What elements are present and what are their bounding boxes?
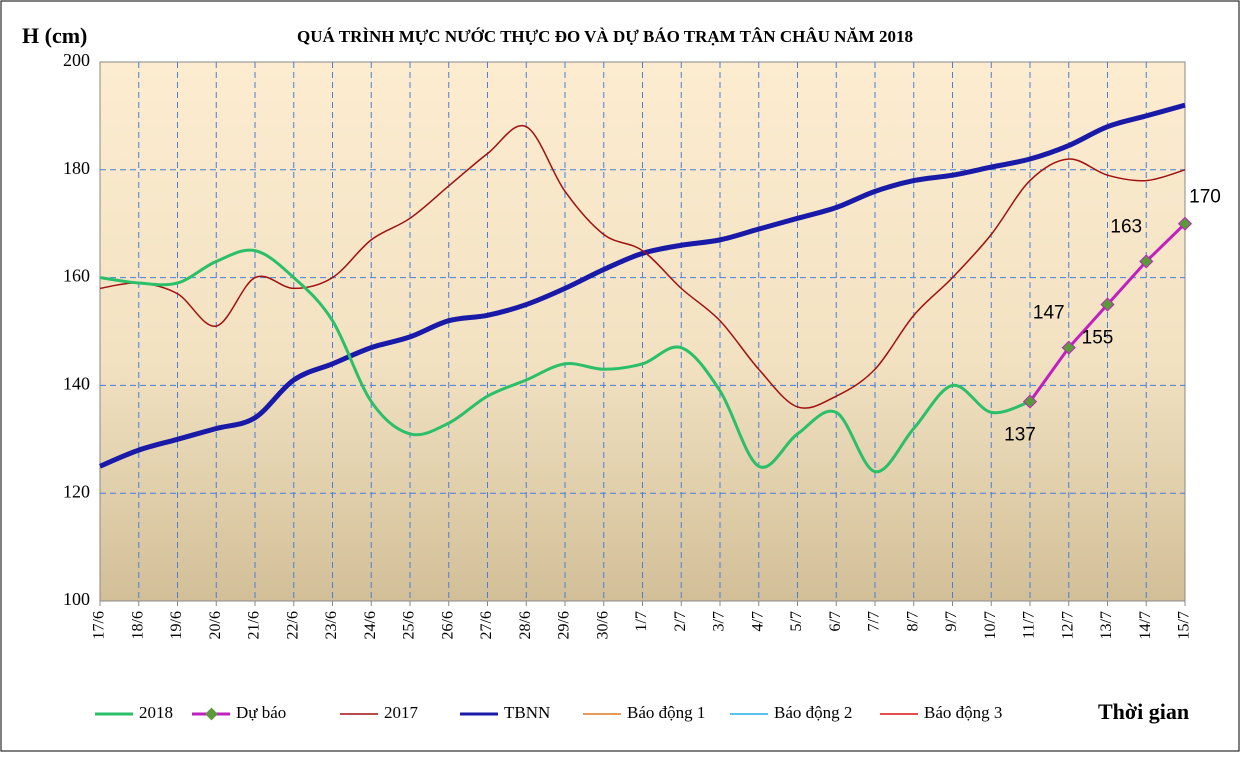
x-tick-label: 13/7 (1098, 611, 1115, 639)
x-tick-label: 2/7 (672, 611, 689, 631)
marker (1177, 216, 1193, 231)
x-tick-label: 30/6 (594, 611, 611, 639)
legend-label: Báo động 2 (774, 703, 852, 722)
marker (1022, 394, 1038, 409)
marker (1100, 297, 1115, 312)
marker (1061, 340, 1076, 355)
x-tick-label: 20/6 (207, 611, 224, 639)
data-label: 163 (1110, 216, 1142, 237)
x-tick-label: 27/6 (478, 611, 495, 639)
x-tick-label: 18/6 (129, 611, 146, 639)
series-line (99, 102, 1186, 469)
legend-label: Báo động 1 (627, 703, 705, 722)
y-tick-label: 120 (63, 481, 90, 501)
data-label: 137 (1004, 425, 1036, 446)
y-tick-label: 200 (63, 50, 90, 70)
x-tick-label: 24/6 (362, 611, 379, 639)
x-tick-label: 28/6 (517, 611, 534, 639)
marker (1139, 254, 1154, 269)
x-tick-label: 22/6 (284, 611, 301, 639)
x-tick-label: 5/7 (788, 611, 805, 631)
data-label: 155 (1082, 328, 1114, 349)
plot-area (99, 61, 1186, 602)
x-tick-label: 7/7 (866, 611, 883, 631)
legend-label: Dự báo (236, 703, 286, 722)
x-tick-label: 1/7 (633, 611, 650, 631)
chart-title: QUÁ TRÌNH MỰC NƯỚC THỰC ĐO VÀ DỰ BÁO TRẠ… (297, 27, 913, 46)
y-axis-label: H (cm) (22, 23, 87, 48)
x-tick-label: 17/6 (91, 611, 108, 639)
x-tick-label: 8/7 (904, 611, 921, 631)
x-tick-label: 29/6 (556, 611, 573, 639)
y-tick-label: 180 (63, 158, 90, 178)
x-axis-label: Thời gian (1098, 699, 1189, 724)
x-tick-label: 4/7 (749, 611, 766, 631)
x-tick-label: 21/6 (246, 611, 263, 639)
x-tick-label: 14/7 (1137, 611, 1154, 639)
legend-label: 2018 (139, 703, 173, 722)
x-tick-label: 10/7 (982, 611, 999, 639)
data-label: 147 (1033, 303, 1065, 324)
x-tick-label: 12/7 (1059, 611, 1076, 639)
x-tick-label: 11/7 (1021, 611, 1038, 639)
legend-label: 2017 (384, 703, 419, 722)
x-tick-label: 15/7 (1176, 611, 1193, 639)
x-tick-label: 6/7 (827, 611, 844, 631)
y-tick-label: 160 (63, 266, 90, 286)
legend-label: TBNN (504, 703, 550, 722)
x-tick-label: 25/6 (401, 611, 418, 639)
x-tick-label: 9/7 (943, 611, 960, 631)
x-tick-label: 3/7 (711, 611, 728, 631)
x-tick-label: 23/6 (323, 611, 340, 639)
legend-label: Báo động 3 (924, 703, 1002, 722)
series-line (99, 248, 1031, 474)
x-tick-label: 19/6 (168, 611, 185, 639)
data-label: 170 (1189, 187, 1221, 208)
x-tick-label: 26/6 (439, 611, 456, 639)
series-line (99, 124, 1186, 409)
y-tick-label: 140 (63, 374, 90, 394)
y-tick-label: 100 (63, 589, 90, 609)
